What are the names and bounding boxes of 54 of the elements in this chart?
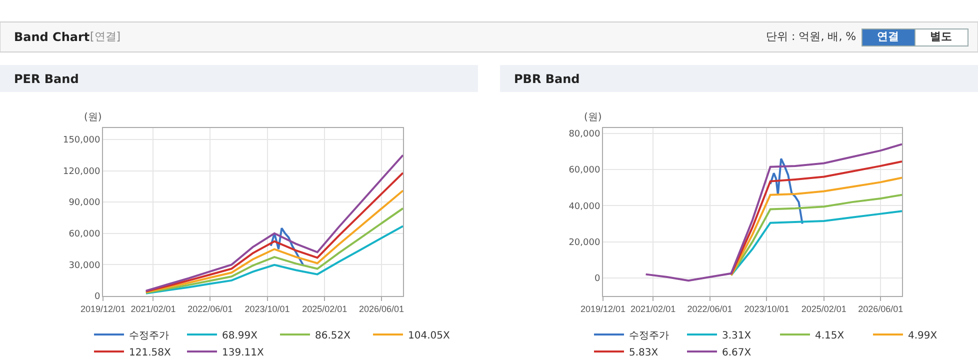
x-tick-label: 2019/12/01: [80, 304, 126, 314]
x-tick-label: 2022/06/01: [188, 304, 233, 314]
line-series: [144, 190, 403, 294]
y-tick-label: 60,000: [68, 230, 100, 240]
y-tick-label: 0: [94, 292, 100, 302]
line-series: [730, 160, 902, 276]
text: [연결]: [90, 30, 121, 43]
legend-label: 6.67X: [722, 347, 752, 358]
x-tick-label: 2022/06/01: [687, 304, 732, 314]
y-tick-label: 40,000: [568, 202, 600, 212]
y-tick-label: 30,000: [68, 260, 100, 271]
x-tick-label: 2026/06/01: [359, 304, 404, 314]
line-series: [769, 158, 804, 225]
y-tick-label: 120,000: [62, 166, 100, 177]
x-tick-label: 2021/02/01: [630, 304, 676, 314]
legend-label: 수정주가: [629, 330, 669, 342]
x-tick-label: 2026/06/01: [858, 304, 904, 314]
line-series: [644, 143, 902, 282]
line-series: [730, 210, 902, 276]
line-series: [730, 176, 902, 276]
text: 단위 : 억원, 배, %: [766, 30, 856, 43]
legend-label: 5.83X: [629, 347, 658, 358]
line-series: [730, 194, 902, 276]
line-series: [270, 227, 304, 266]
y-axis-title: (원): [584, 112, 602, 123]
y-tick-label: 20,000: [568, 238, 600, 248]
legend-label: 139.11X: [222, 347, 264, 358]
y-tick-label: 0: [594, 274, 600, 284]
legend-label: 86.52X: [315, 330, 351, 342]
text: 별도: [930, 30, 952, 43]
chart-title: PBR Band: [514, 72, 580, 86]
legend-label: 수정주가: [129, 330, 169, 342]
x-tick-label: 2023/10/01: [744, 304, 790, 314]
y-tick-label: 80,000: [568, 130, 600, 140]
line-series: [144, 207, 403, 294]
line-series: [144, 225, 403, 294]
x-tick-label: 2025/02/01: [801, 304, 846, 314]
y-axis-title: (원): [84, 112, 102, 123]
y-tick-label: 90,000: [68, 198, 100, 208]
y-tick-label: 60,000: [568, 166, 600, 176]
legend-label: 104.05X: [408, 330, 450, 342]
text: 연결: [877, 30, 899, 43]
legend-label: 121.58X: [129, 347, 171, 358]
legend-label: 4.99X: [908, 330, 938, 342]
chart-title: PER Band: [14, 72, 79, 86]
x-tick-label: 2025/02/01: [302, 304, 348, 314]
x-tick-label: 2019/12/01: [580, 304, 626, 314]
y-tick-label: 150,000: [62, 136, 100, 146]
legend-label: 4.15X: [815, 330, 844, 342]
legend-label: 68.99X: [222, 330, 258, 342]
legend-label: 3.31X: [722, 330, 752, 342]
x-tick-label: 2021/02/01: [130, 304, 176, 314]
text: Band Chart: [14, 30, 90, 44]
x-tick-label: 2023/10/01: [244, 304, 290, 314]
